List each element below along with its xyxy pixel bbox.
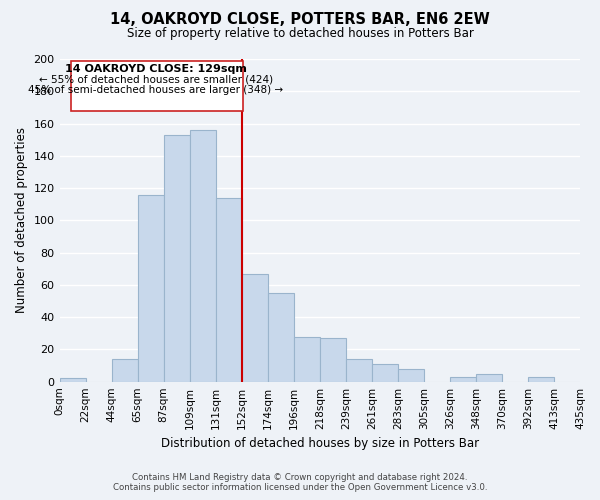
Text: 14 OAKROYD CLOSE: 129sqm: 14 OAKROYD CLOSE: 129sqm (65, 64, 247, 74)
Bar (164, 135, 190, 382)
Bar (59, 378, 86, 382)
FancyBboxPatch shape (71, 60, 243, 110)
Bar (112, 359, 137, 382)
Bar (268, 293, 294, 382)
Text: Contains HM Land Registry data © Crown copyright and database right 2024.
Contai: Contains HM Land Registry data © Crown c… (113, 473, 487, 492)
Text: 14, OAKROYD CLOSE, POTTERS BAR, EN6 2EW: 14, OAKROYD CLOSE, POTTERS BAR, EN6 2EW (110, 12, 490, 28)
Y-axis label: Number of detached properties: Number of detached properties (15, 128, 28, 314)
Bar (476, 374, 502, 382)
Bar (320, 338, 346, 382)
Bar (190, 130, 215, 382)
Bar (242, 274, 268, 382)
Bar (450, 377, 476, 382)
Bar (294, 336, 320, 382)
Bar (346, 359, 372, 382)
Text: Size of property relative to detached houses in Potters Bar: Size of property relative to detached ho… (127, 28, 473, 40)
Bar (398, 369, 424, 382)
Text: 45% of semi-detached houses are larger (348) →: 45% of semi-detached houses are larger (… (28, 85, 283, 95)
Bar (372, 364, 398, 382)
Bar (137, 194, 164, 382)
X-axis label: Distribution of detached houses by size in Potters Bar: Distribution of detached houses by size … (161, 437, 479, 450)
Text: ← 55% of detached houses are smaller (424): ← 55% of detached houses are smaller (42… (39, 74, 273, 85)
Bar (528, 377, 554, 382)
Bar (215, 198, 242, 382)
